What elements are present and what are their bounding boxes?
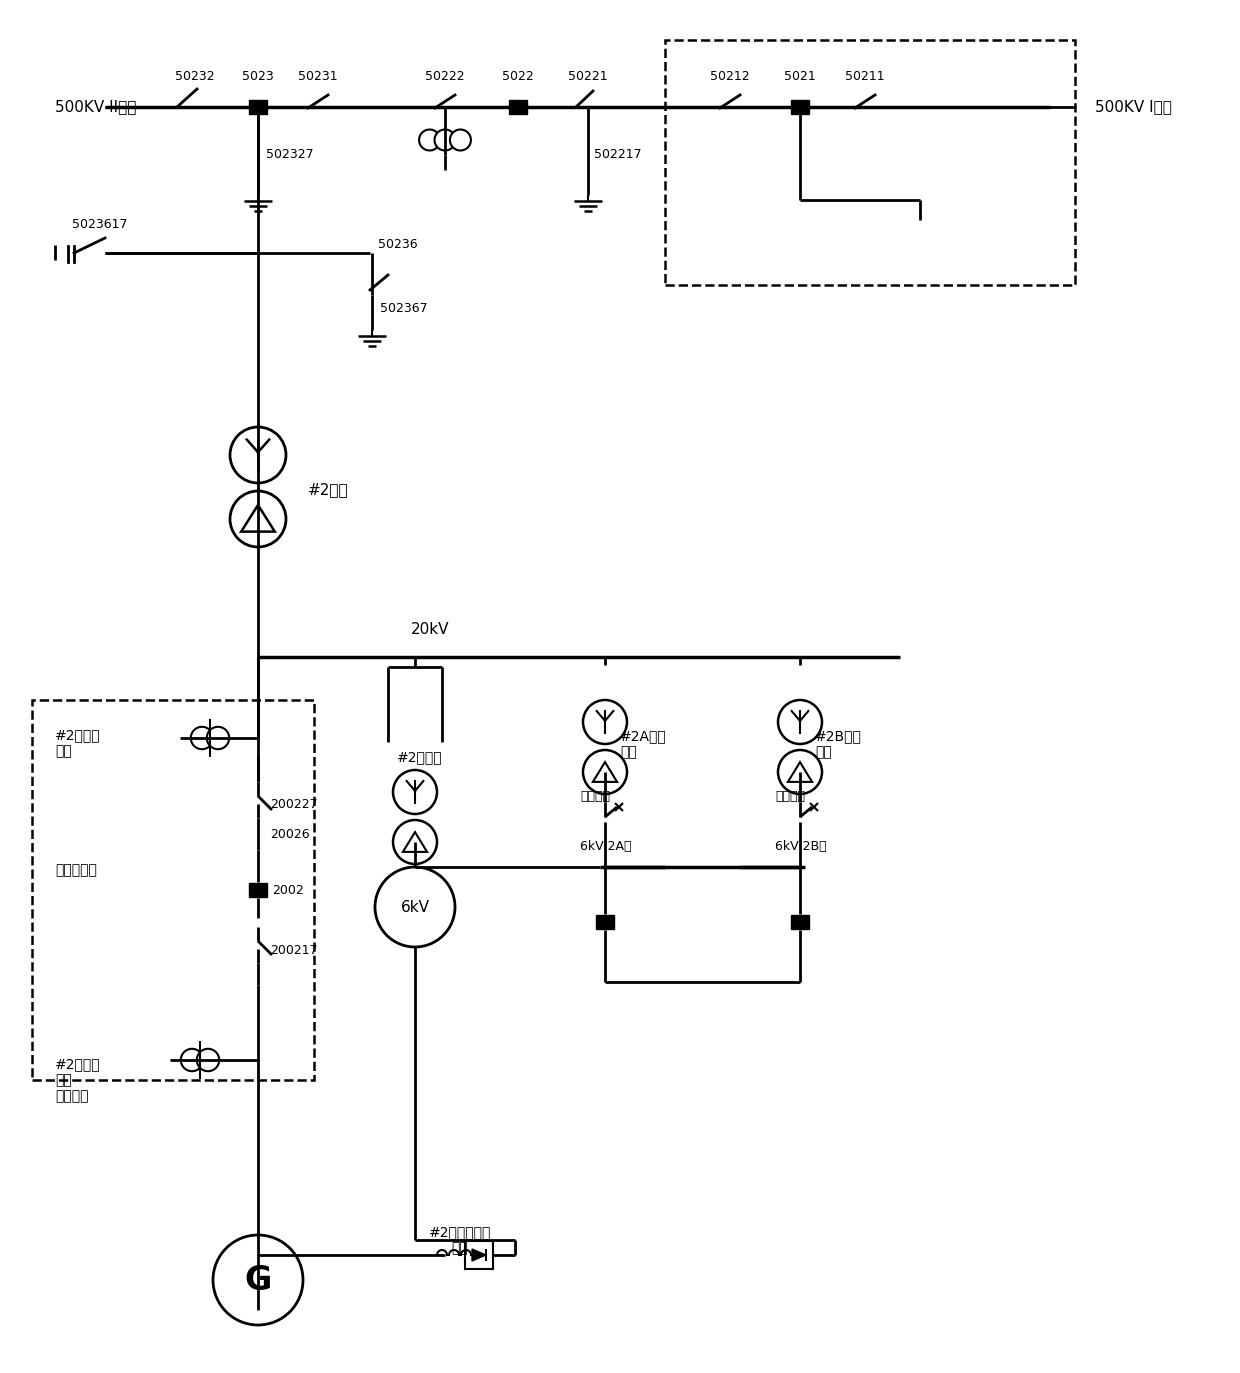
Text: 5021: 5021 [784, 70, 816, 84]
Bar [32, 700, 314, 1081]
Text: #2A高压
厂变: #2A高压 厂变 [620, 729, 667, 759]
Bar [665, 40, 1075, 286]
Text: 50236: 50236 [378, 239, 418, 251]
Circle shape [583, 750, 627, 794]
Bar [791, 100, 808, 114]
Text: #2发电机
开关
机端压变: #2发电机 开关 机端压变 [55, 1057, 100, 1103]
Circle shape [393, 770, 436, 814]
Bar [249, 883, 267, 897]
Text: 6kV: 6kV [401, 899, 429, 914]
Text: 6kV 2A段: 6kV 2A段 [580, 840, 631, 854]
Circle shape [583, 700, 627, 744]
Bar [791, 914, 808, 930]
Text: 20kV: 20kV [410, 622, 449, 637]
Circle shape [419, 129, 440, 151]
Text: 50222: 50222 [425, 70, 465, 84]
Text: 50232: 50232 [175, 70, 215, 84]
Text: 2002: 2002 [272, 883, 304, 897]
Text: #2发电机
开关: #2发电机 开关 [55, 728, 100, 758]
Bar [508, 100, 527, 114]
Text: 502367: 502367 [379, 302, 428, 314]
Circle shape [777, 700, 822, 744]
Circle shape [181, 1049, 203, 1071]
Circle shape [207, 726, 229, 750]
Bar [249, 100, 267, 114]
Circle shape [777, 750, 822, 794]
Text: 50231: 50231 [298, 70, 337, 84]
Circle shape [213, 1234, 303, 1325]
Text: 200227: 200227 [270, 799, 317, 811]
Circle shape [393, 820, 436, 864]
Text: 20026: 20026 [270, 828, 310, 842]
Circle shape [450, 129, 471, 151]
Text: #2B高压
厂变: #2B高压 厂变 [815, 729, 862, 759]
Text: 500KV II号线: 500KV II号线 [55, 99, 136, 114]
Text: 502217: 502217 [594, 148, 641, 162]
Circle shape [374, 866, 455, 947]
Text: 200217: 200217 [270, 943, 317, 957]
Text: 6kV 2B段: 6kV 2B段 [775, 840, 827, 854]
Circle shape [197, 1049, 219, 1071]
Circle shape [229, 492, 286, 546]
Polygon shape [787, 762, 812, 781]
Circle shape [191, 726, 213, 750]
Text: 50211: 50211 [846, 70, 885, 84]
Polygon shape [242, 505, 275, 531]
Text: 500KV I号线: 500KV I号线 [1095, 99, 1172, 114]
Text: 5022: 5022 [502, 70, 534, 84]
Text: #2主变: #2主变 [308, 482, 348, 497]
Polygon shape [472, 1249, 486, 1260]
Polygon shape [593, 762, 618, 781]
Text: #2发电机磁场
开关: #2发电机磁场 开关 [429, 1225, 491, 1255]
Circle shape [229, 427, 286, 483]
Text: 5023: 5023 [242, 70, 274, 84]
Bar [596, 914, 614, 930]
Text: G: G [244, 1263, 272, 1296]
Text: 50221: 50221 [568, 70, 608, 84]
Text: 短路小车: 短路小车 [775, 791, 805, 803]
Bar [465, 1241, 494, 1269]
Text: 主变侧压变: 主变侧压变 [55, 864, 97, 877]
Text: #2励磁变: #2励磁变 [397, 750, 443, 763]
Circle shape [434, 129, 455, 151]
Text: 短路小车: 短路小车 [580, 791, 610, 803]
Text: 502327: 502327 [267, 148, 314, 162]
Text: 5023617: 5023617 [72, 218, 128, 232]
Text: 50212: 50212 [711, 70, 750, 84]
Polygon shape [403, 832, 427, 851]
